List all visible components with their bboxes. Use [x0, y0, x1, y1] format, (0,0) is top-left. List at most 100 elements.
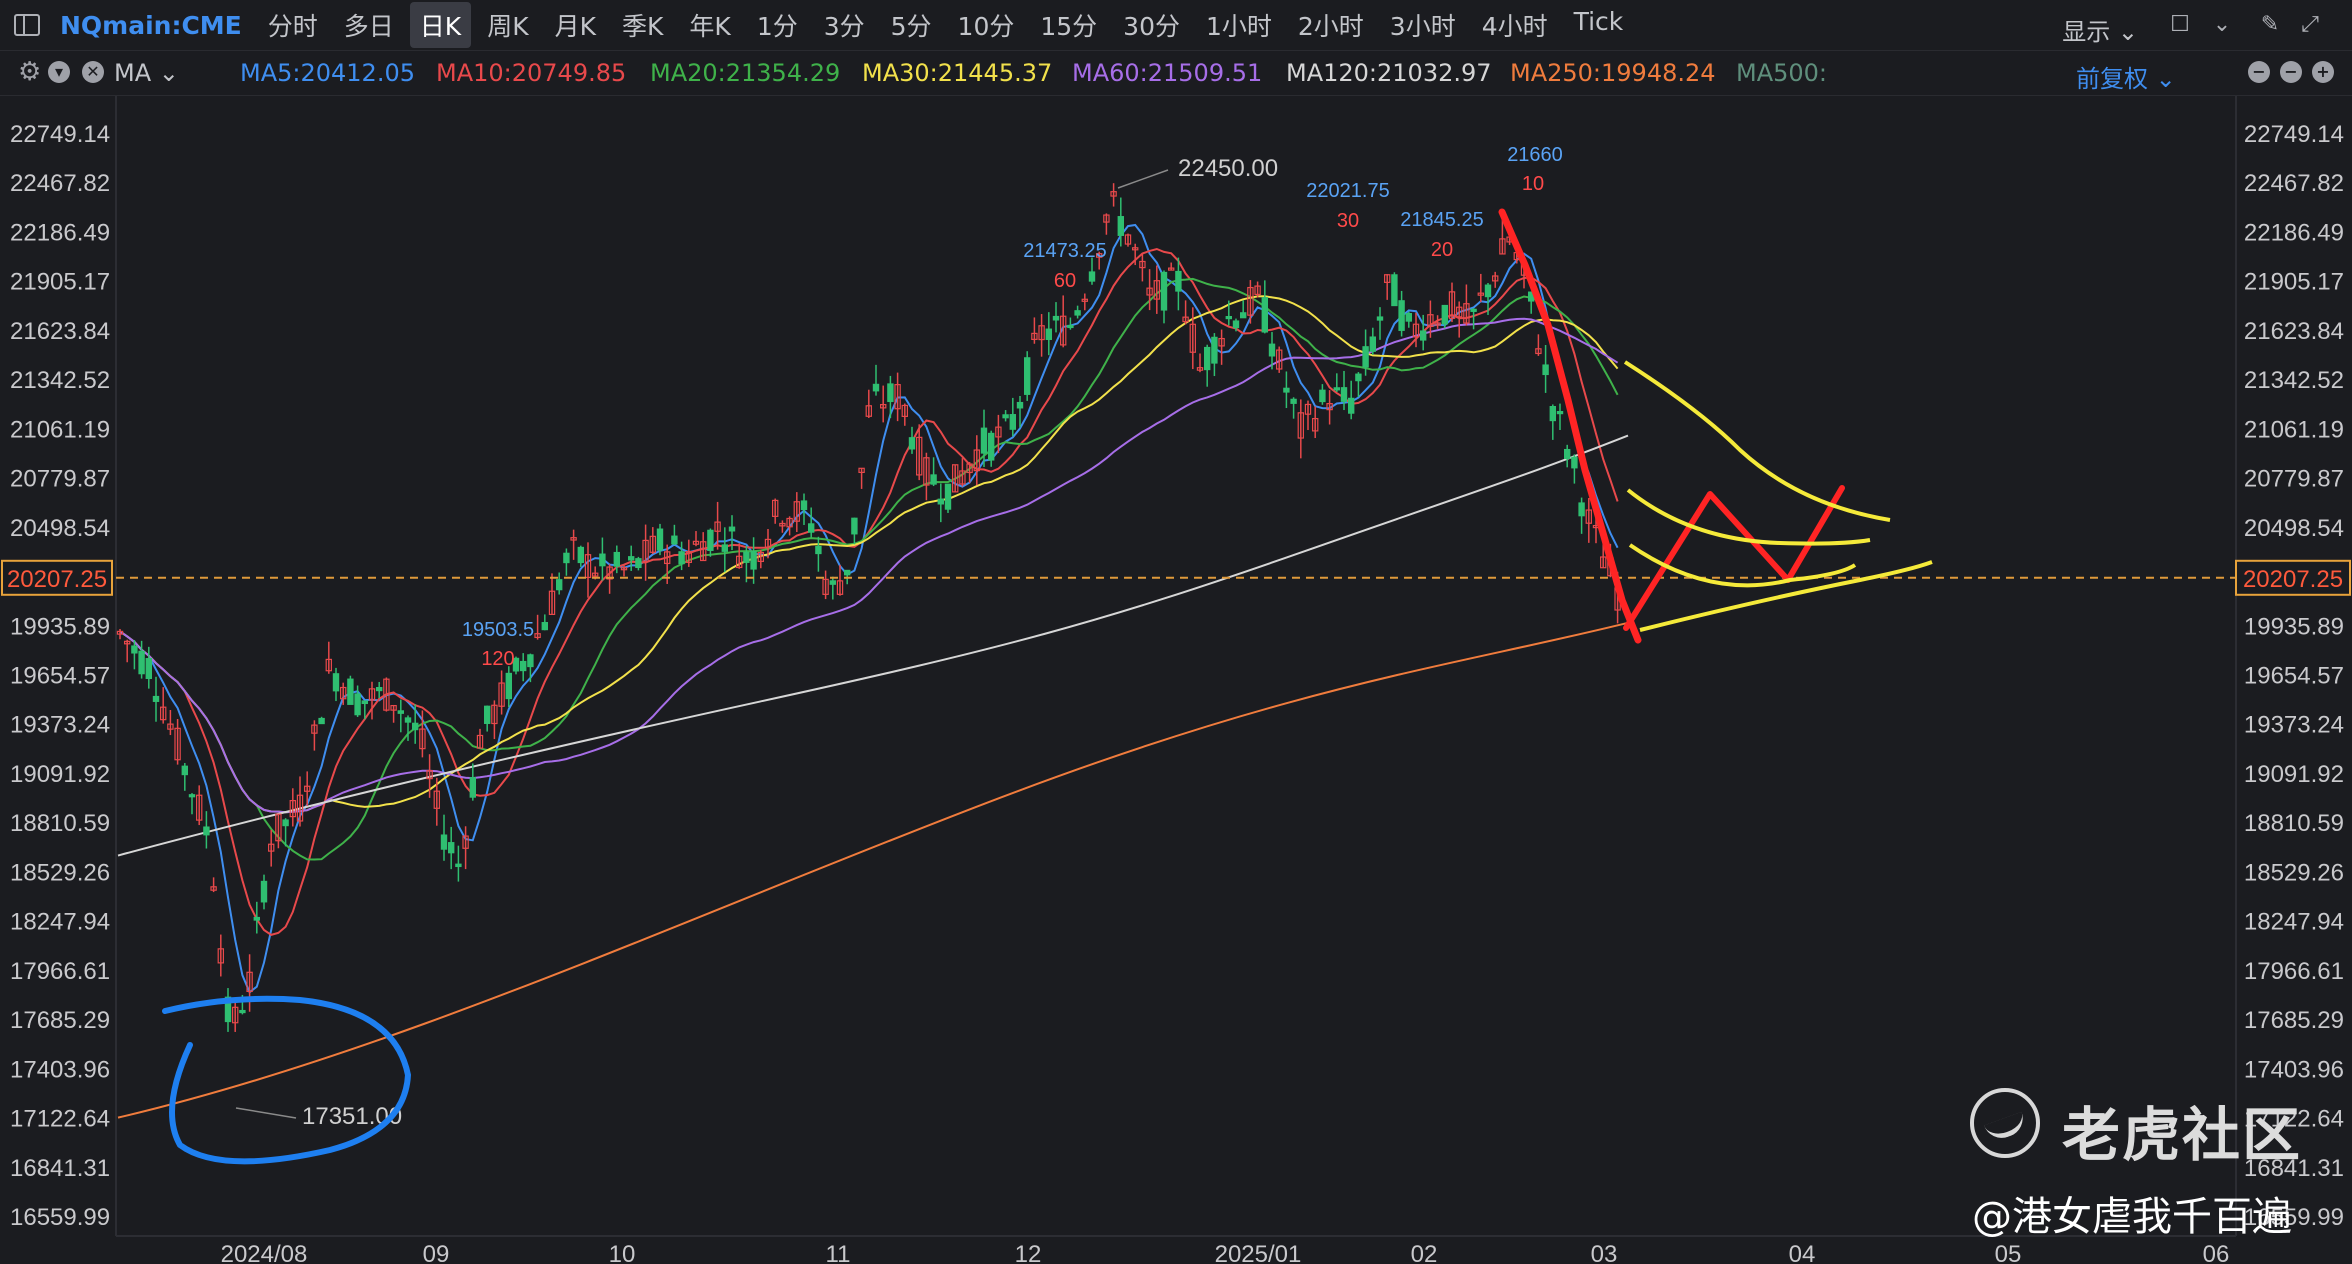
chevron-down-icon[interactable]: ⌄ [2212, 12, 2232, 37]
period-tab[interactable]: 2小时 [1297, 12, 1364, 41]
candle-body [779, 522, 786, 527]
ma-value[interactable]: MA20:21354.29 [650, 59, 841, 87]
period-tab[interactable]: 3小时 [1389, 12, 1456, 41]
add-icon[interactable]: + [2312, 61, 2334, 83]
candle-body [116, 630, 124, 635]
minus-icon[interactable]: − [2248, 61, 2270, 83]
candle-body [944, 483, 952, 510]
candle-body [548, 590, 556, 616]
period-tab[interactable]: 1分 [756, 12, 798, 41]
ma-value[interactable]: MA10:20749.85 [436, 59, 627, 87]
candle-body [1499, 238, 1506, 255]
period-tab[interactable]: 4小时 [1481, 12, 1548, 41]
candle-body [728, 526, 736, 532]
candle-body [649, 535, 657, 553]
y-axis-right: 22749.14 22467.82 22186.49 21905.17 21623.84… [2244, 121, 2344, 1231]
y-tick-label: 20779.87 [2244, 466, 2344, 493]
candle-body [1189, 323, 1196, 353]
candle-body [771, 499, 779, 517]
period-tab[interactable]: 15分 [1040, 12, 1098, 41]
period-tab[interactable]: 分时 [267, 12, 318, 41]
candle-body [1412, 323, 1420, 338]
period-tab[interactable]: 年K [689, 12, 731, 41]
hide-icon[interactable]: ▾ [48, 61, 70, 83]
y-tick-label: 17403.96 [10, 1056, 110, 1083]
candle-body [1513, 252, 1520, 261]
y-tick-label: 19373.24 [2244, 712, 2344, 739]
close-icon[interactable]: ✕ [82, 61, 104, 83]
period-tab[interactable]: 季K [622, 12, 664, 41]
ma-value[interactable]: MA30:21445.37 [862, 59, 1053, 87]
candle-body [901, 404, 909, 418]
candle-body [1527, 291, 1535, 302]
x-axis: 2024/08 09 10 11 12 2025/01 02 03 04 05 06 [116, 1235, 2236, 1264]
ma-dropdown[interactable]: MA ⌄ [114, 59, 179, 87]
ma-value[interactable]: MA5:20412.05 [240, 59, 415, 87]
candle-body [224, 996, 232, 1023]
watermark-author: @港女虐我千百遍 [1972, 1194, 2292, 1240]
candle-body [1578, 502, 1585, 517]
candle-body [1110, 191, 1117, 197]
y-tick-label: 19091.92 [2244, 761, 2344, 788]
display-menu[interactable]: 显示 ⌄ [2062, 12, 2138, 47]
ma-value[interactable]: MA500: [1736, 59, 1828, 87]
period-tab[interactable]: 月K [554, 12, 597, 41]
minus-icon[interactable]: − [2280, 61, 2302, 83]
candle-body [1463, 303, 1470, 324]
candle-body [311, 724, 318, 734]
price-annotation: 21845.25 [1400, 209, 1483, 231]
candle-body [1585, 509, 1592, 524]
y-tick-label: 21061.19 [10, 416, 110, 443]
period-tab[interactable]: 1小时 [1205, 12, 1272, 41]
box-icon[interactable]: ☐ [2170, 12, 2190, 37]
pen-icon[interactable]: ✎ [2260, 12, 2280, 37]
candle-body [1009, 414, 1017, 430]
tiger-logo-icon [1970, 1088, 2040, 1158]
candle-body [181, 765, 188, 776]
y-tick-label: 21623.84 [2244, 318, 2344, 345]
fullscreen-icon[interactable]: ⤢ [2301, 12, 2319, 37]
period-tab[interactable]: 日K [409, 2, 472, 48]
ma-value[interactable]: MA120:21032.97 [1286, 59, 1492, 87]
period-tab[interactable]: 3分 [823, 12, 865, 41]
adjust-dropdown[interactable]: 前复权 ⌄ [2076, 65, 2176, 93]
candle-body [1261, 297, 1268, 333]
x-tick-label: 03 [1591, 1241, 1618, 1264]
candle-body [368, 688, 376, 701]
candle-body [1275, 349, 1283, 370]
layout-toggle-icon[interactable] [14, 14, 40, 36]
annotation-leader [1117, 169, 1169, 189]
candle-body [1023, 357, 1031, 395]
ma-line [119, 295, 1619, 814]
ma-value[interactable]: MA60:21509.51 [1072, 59, 1263, 87]
candle-body [786, 517, 793, 528]
candle-body [692, 540, 700, 545]
candle-body [1333, 387, 1340, 391]
period-tab[interactable]: Tick [1573, 7, 1624, 36]
gear-icon[interactable]: ⚙ [18, 57, 42, 87]
symbol-label[interactable]: NQmain:CME [60, 10, 242, 40]
candle-body [923, 457, 930, 486]
period-tab[interactable]: 5分 [890, 12, 932, 41]
candle-body [851, 517, 858, 535]
period-tab[interactable]: 10分 [957, 12, 1015, 41]
candle-body [764, 538, 772, 548]
candle-body [1477, 292, 1484, 296]
candle-body [879, 404, 887, 409]
candle-body [1016, 401, 1024, 409]
candle-body [1254, 285, 1261, 296]
candle-body [620, 567, 628, 571]
candle-body [397, 710, 405, 714]
candle-body [591, 572, 599, 577]
price-annotation: 19503.5 [462, 619, 534, 641]
candle-body [1369, 336, 1376, 352]
period-tab[interactable]: 多日 [343, 12, 394, 41]
x-tick-label: 11 [826, 1241, 851, 1264]
period-tab[interactable]: 周K [487, 12, 529, 41]
y-tick-label: 21905.17 [2244, 269, 2344, 296]
period-tab[interactable]: 30分 [1123, 12, 1180, 41]
candle-body [1088, 271, 1096, 282]
ma-value[interactable]: MA250:19948.24 [1510, 59, 1716, 87]
candle-body [232, 1006, 239, 1024]
